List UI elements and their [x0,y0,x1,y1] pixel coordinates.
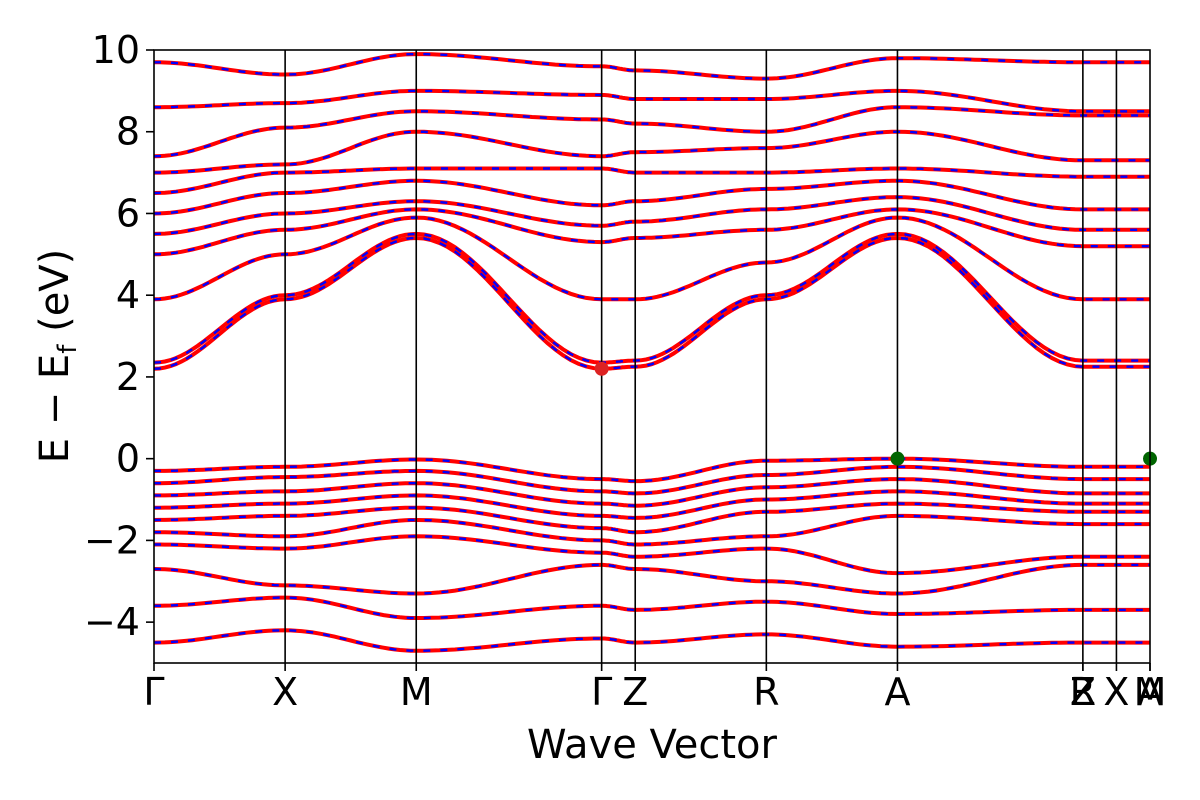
band-line-down-10 [154,236,1150,370]
band-line-down-19 [154,89,1150,113]
band-line-up-8 [154,595,1150,620]
band-line-up-17 [154,129,1150,175]
x-tick-label-3: Γ [591,670,612,714]
band-line-down-16 [154,167,1150,195]
x-tick-label-9: X [1103,670,1129,714]
band-line-down-20 [154,52,1150,80]
x-tick-label-1: X [272,670,298,714]
bands-layer [154,52,1150,653]
x-axis-ticks: Γ X M Γ Z R A ZR X MA [143,663,1166,714]
x-tick-label-10: M [1134,670,1167,714]
band-line-up-10 [154,235,1150,371]
band-line-down-0 [154,457,1150,483]
band-line-up-16 [154,166,1150,195]
y-tick-label-7: 10 [92,28,140,72]
y-tick-label-6: 8 [116,110,140,154]
x-tick-label-7: Z [1070,670,1096,714]
x-tick-label-6: A [884,670,910,714]
kpath-divider-lines [284,50,1118,663]
y-axis-label-unit: (eV) [32,249,78,345]
band-line-down-5 [154,514,1150,546]
band-line-down-11 [154,232,1150,364]
marker-vbm-0 [890,451,905,466]
x-tick-label-5: R [753,670,779,714]
extremum-markers [594,361,1157,466]
marker-cbm-2 [594,361,609,376]
x-tick-label-4: Z [622,670,648,714]
y-tick-label-4: 4 [116,273,140,317]
band-line-up-19 [154,88,1150,114]
band-line-down-9 [154,629,1150,652]
y-axis-label-sub: f [53,344,83,354]
band-line-up-12 [154,215,1150,302]
band-line-up-9 [154,628,1150,653]
band-line-down-3 [154,490,1150,520]
y-tick-label-1: −2 [84,518,140,562]
band-line-down-14 [154,195,1150,236]
band-line-up-20 [154,52,1150,81]
band-line-down-7 [154,563,1150,595]
x-tick-label-0: Γ [143,670,164,714]
band-line-down-18 [154,106,1150,158]
y-axis-ticks: −4 −2 0 2 4 6 8 10 [84,28,154,644]
band-line-down-4 [154,502,1150,534]
y-axis-label-main: E − E [32,354,78,464]
band-line-down-17 [154,130,1150,174]
x-tick-label-11: A [1137,670,1163,714]
plot-frame [153,49,1151,664]
band-line-up-7 [154,562,1150,596]
x-tick-label-2: M [400,670,433,714]
y-axis-label: E − Ef (eV) [32,249,83,464]
band-line-down-8 [154,596,1150,620]
x-tick-label-8: R [1070,670,1096,714]
band-line-down-1 [154,465,1150,495]
y-tick-label-5: 6 [116,191,140,235]
x-axis-label: Wave Vector [527,722,778,768]
y-tick-label-3: 2 [116,355,140,399]
y-tick-label-0: −4 [84,600,140,644]
y-tick-label-2: 0 [116,437,140,481]
band-line-down-13 [154,208,1150,256]
band-line-down-15 [154,179,1150,215]
band-line-down-2 [154,477,1150,507]
band-line-down-6 [154,535,1150,575]
